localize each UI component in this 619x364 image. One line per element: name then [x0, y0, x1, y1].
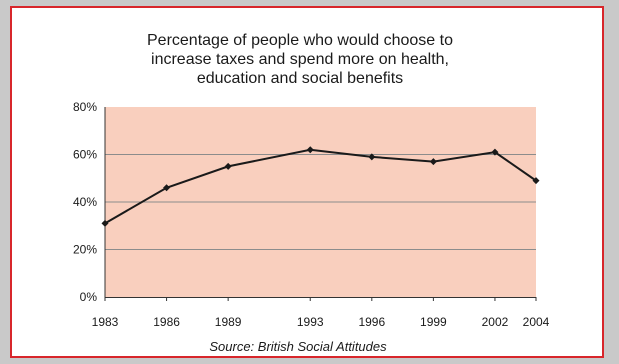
series-share-wanting-more-spending: [101, 146, 540, 227]
x-tick-label: 1986: [153, 315, 180, 329]
chart-title-line-1: Percentage of people who would choose to: [147, 32, 453, 49]
data-point-marker: [368, 153, 376, 161]
x-tick-labels: 1983 1986 1989 1993 1996 1999 2002 2004: [92, 315, 550, 329]
gridlines: [105, 154, 536, 250]
data-point-marker: [101, 219, 109, 227]
x-tick-label: 1989: [215, 315, 242, 329]
data-point-marker: [306, 146, 314, 154]
y-tick-label: 80%: [73, 100, 97, 114]
x-tick-label: 1983: [92, 315, 119, 329]
y-tick-label: 40%: [73, 195, 97, 209]
y-tick-label: 20%: [73, 243, 97, 257]
chart-source-note: Source: British Social Attitudes: [209, 339, 387, 354]
data-point-marker: [429, 158, 437, 166]
chart-title-line-3: education and social benefits: [197, 70, 403, 87]
y-tick-labels: 0% 20% 40% 60% 80%: [73, 100, 97, 304]
y-tick-label: 0%: [80, 290, 98, 304]
chart-frame: Percentage of people who would choose to…: [10, 6, 604, 358]
x-tick-label: 2004: [523, 315, 550, 329]
x-tick-label: 1996: [358, 315, 385, 329]
data-point-marker: [532, 177, 540, 185]
y-tick-label: 60%: [73, 148, 97, 162]
axes: [104, 107, 537, 301]
series-line: [104, 148, 537, 225]
line-chart: Percentage of people who would choose to…: [73, 32, 550, 354]
data-point-marker: [491, 148, 499, 156]
x-tick-label: 1993: [297, 315, 324, 329]
x-tick-label: 1999: [420, 315, 447, 329]
data-point-marker: [163, 184, 171, 192]
chart-title-line-2: increase taxes and spend more on health,: [151, 51, 449, 68]
x-tick-label: 2002: [482, 315, 509, 329]
data-point-marker: [224, 162, 232, 170]
